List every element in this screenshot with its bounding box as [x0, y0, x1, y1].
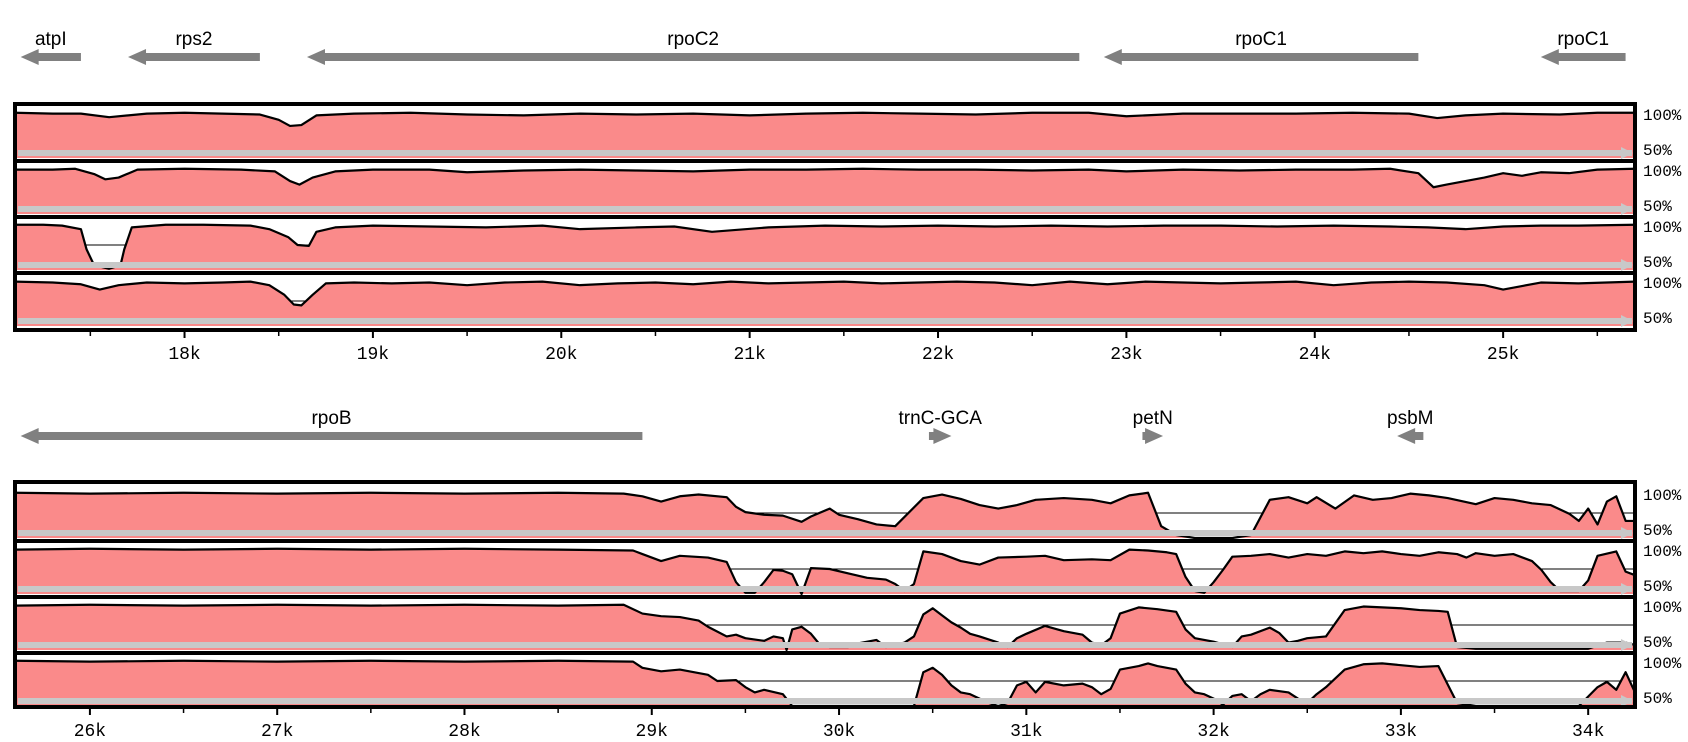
x-tick-label: 30k [823, 722, 855, 742]
identity-line [14, 491, 1635, 540]
y-tick-label-100: 100% [1643, 487, 1682, 505]
y-tick-label-100: 100% [1643, 599, 1682, 617]
y-tick-label-100: 100% [1643, 107, 1682, 125]
x-tick-label: 28k [448, 722, 480, 742]
identity-area [15, 168, 1635, 214]
y-tick-label-50: 50% [1643, 690, 1672, 708]
gene-region-bar [18, 206, 1632, 212]
gene-label-rpoC1: rpoC1 [1235, 29, 1287, 50]
gene-label-atpI: atpI [35, 29, 67, 50]
x-tick-label: 32k [1197, 722, 1229, 742]
x-tick-label: 24k [1299, 345, 1331, 365]
identity-line [14, 547, 1636, 596]
identity-line [15, 167, 1636, 189]
y-tick-label-50: 50% [1643, 198, 1672, 216]
gene-label-psbM: psbM [1387, 408, 1433, 429]
gene-label-petN: petN [1133, 408, 1173, 429]
gene-arrow-atpI [20, 49, 81, 65]
y-tick-label-50: 50% [1643, 310, 1672, 328]
gene-region-bar [18, 530, 1632, 536]
gene-arrow-rpoC1 [1103, 49, 1419, 65]
y-tick-label-100: 100% [1643, 655, 1682, 673]
identity-area [15, 224, 1635, 270]
identity-area [15, 112, 1635, 158]
y-tick-label-50: 50% [1643, 634, 1672, 652]
x-tick-label: 22k [922, 345, 954, 365]
y-tick-label-100: 100% [1643, 163, 1682, 181]
identity-area [15, 604, 1635, 650]
identity-area [15, 281, 1635, 326]
x-tick-label: 31k [1010, 722, 1042, 742]
gene-region-bar [18, 150, 1632, 156]
x-tick-label: 25k [1487, 345, 1519, 365]
panel-frame [13, 102, 1637, 332]
gene-region-bar-arrow [1621, 639, 1633, 651]
gene-region-bar-arrow [1621, 583, 1633, 595]
gene-arrow-rps2 [128, 49, 260, 65]
y-tick-label-50: 50% [1643, 578, 1672, 596]
identity-line [14, 659, 1636, 708]
x-tick-label: 21k [733, 345, 765, 365]
gene-label-rpoC1: rpoC1 [1557, 29, 1609, 50]
gene-arrow-psbM [1397, 428, 1424, 444]
x-tick-label: 33k [1385, 722, 1417, 742]
x-tick-label: 23k [1110, 345, 1142, 365]
gene-region-bar [18, 586, 1632, 592]
x-tick-label: 18k [168, 345, 200, 365]
gene-arrow-trnC-GCA [928, 428, 952, 444]
gene-region-bar [18, 642, 1632, 648]
y-tick-label-50: 50% [1643, 254, 1672, 272]
gene-region-bar [18, 262, 1632, 268]
y-tick-label-100: 100% [1643, 219, 1682, 237]
gene-label-rpoC2: rpoC2 [667, 29, 719, 50]
x-tick-label: 34k [1572, 722, 1604, 742]
gene-region-bar-arrow [1621, 203, 1633, 215]
gene-arrow-rpoC1 [1540, 49, 1626, 65]
gene-region-bar-arrow [1621, 315, 1633, 327]
y-tick-label-100: 100% [1643, 275, 1682, 293]
gene-label-rps2: rps2 [175, 29, 212, 50]
identity-line [14, 111, 1635, 128]
gene-region-bar-arrow [1621, 147, 1633, 159]
y-tick-label-100: 100% [1643, 543, 1682, 561]
gene-arrow-rpoC2 [306, 49, 1080, 65]
identity-area [15, 660, 1635, 706]
identity-line [14, 603, 1636, 652]
identity-line [15, 223, 1636, 270]
y-tick-label-50: 50% [1643, 142, 1672, 160]
gene-region-bar [18, 698, 1632, 704]
gene-region-bar-arrow [1621, 259, 1633, 271]
x-tick-label: 26k [74, 722, 106, 742]
gene-region-bar [18, 318, 1632, 324]
gene-region-bar-arrow [1621, 695, 1633, 707]
panel-frame [13, 480, 1637, 709]
gene-label-trnC-GCA: trnC-GCA [898, 408, 982, 429]
y-tick-label-50: 50% [1643, 522, 1672, 540]
gene-arrow-petN [1142, 428, 1164, 444]
x-tick-label: 27k [261, 722, 293, 742]
gene-region-bar-arrow [1621, 527, 1633, 539]
x-tick-label: 29k [636, 722, 668, 742]
gene-label-rpoB: rpoB [311, 408, 351, 429]
x-tick-label: 19k [357, 345, 389, 365]
gene-arrow-rpoB [20, 428, 643, 444]
identity-line [14, 280, 1636, 307]
identity-area [15, 492, 1635, 538]
x-tick-label: 20k [545, 345, 577, 365]
